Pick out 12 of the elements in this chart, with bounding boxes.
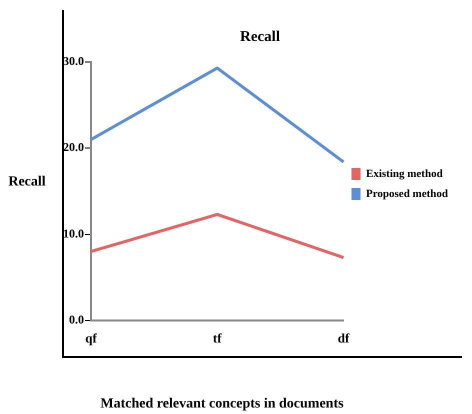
y-tick-label: 10.0 (63, 226, 84, 240)
legend-label: Proposed method (366, 188, 448, 200)
legend-label: Existing method (366, 168, 443, 180)
y-tick-label: 30.0 (63, 54, 84, 68)
x-tick-label: qf (85, 330, 98, 346)
x-tick-label: df (338, 330, 350, 346)
x-axis-title: Matched relevant concepts in documents (100, 396, 344, 412)
chart-title: Recall (240, 28, 280, 45)
y-tick-label: 0.0 (69, 312, 84, 326)
y-axis-title: Recall (8, 174, 46, 190)
x-tick-label: tf (212, 330, 222, 346)
y-tick-label: 20.0 (63, 140, 84, 154)
